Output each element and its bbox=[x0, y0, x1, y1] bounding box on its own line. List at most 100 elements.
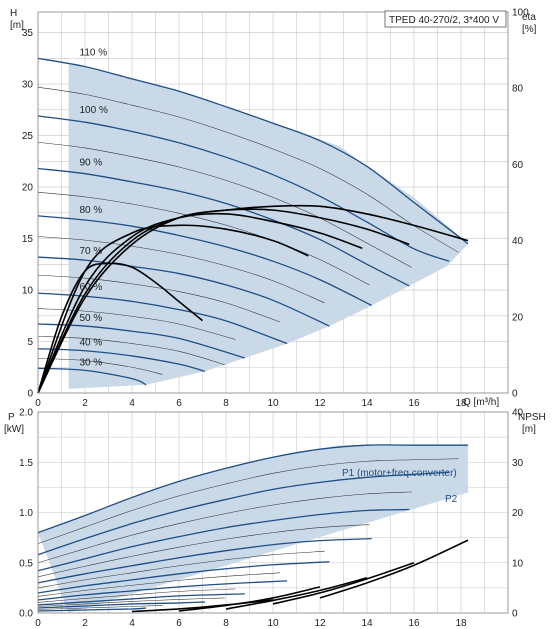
x-tick-label: 2 bbox=[82, 398, 88, 409]
x-tick-label: 8 bbox=[223, 398, 229, 409]
npsh-y-ticks: 0 10 20 30 40 bbox=[512, 408, 524, 620]
y2-tick-label: 30 bbox=[512, 458, 524, 469]
y2-tick-label: 40 bbox=[512, 236, 524, 247]
y2-tick-label: 10 bbox=[512, 558, 524, 569]
speed-curve-label: 70 % bbox=[80, 246, 103, 257]
npsh-axis-label-unit: [m] bbox=[522, 424, 536, 435]
y2-tick-label: 40 bbox=[512, 408, 524, 419]
power-axis-label-unit: [kW] bbox=[4, 424, 24, 435]
speed-curve-label: 90 % bbox=[80, 158, 103, 169]
speed-curve-label: 40 % bbox=[80, 338, 103, 349]
y2-tick-label: 20 bbox=[512, 312, 524, 323]
intermediate-speed-curve bbox=[37, 141, 412, 268]
eta-axis-label-unit: [%] bbox=[522, 24, 537, 35]
npsh-curve bbox=[178, 586, 321, 612]
y-tick-label: 5 bbox=[27, 337, 33, 348]
power-curve bbox=[37, 580, 288, 601]
x-tick-label: 10 bbox=[267, 398, 279, 409]
p1-series-label: P1 (motor+freq.converter) bbox=[342, 468, 457, 479]
power-curve bbox=[37, 593, 245, 606]
x-tick-label: 16 bbox=[408, 618, 420, 629]
y2-tick-label: 60 bbox=[512, 160, 524, 171]
efficiency-curve bbox=[37, 262, 204, 394]
speed-curve-label: 110 % bbox=[80, 47, 108, 58]
speed-curve bbox=[37, 292, 288, 345]
speed-curve bbox=[37, 215, 372, 307]
y-tick-label: 20 bbox=[22, 183, 34, 194]
speed-curve-label: 80 % bbox=[80, 205, 103, 216]
head-axis-label-symbol: H bbox=[10, 8, 17, 19]
eta-axis-label-symbol: eta bbox=[522, 12, 536, 23]
power-axis-label-symbol: P bbox=[8, 412, 15, 423]
intermediate-power-curve bbox=[37, 572, 281, 597]
x-tick-label: 2 bbox=[82, 618, 88, 629]
x-tick-label: 8 bbox=[223, 618, 229, 629]
speed-curve bbox=[37, 323, 245, 359]
power-curve bbox=[37, 601, 205, 609]
npsh-curve bbox=[272, 561, 415, 605]
y-tick-label: 15 bbox=[22, 234, 34, 245]
speed-curves bbox=[37, 57, 469, 386]
intermediate-power-curve bbox=[37, 550, 325, 589]
x-tick-label: 10 bbox=[267, 618, 279, 629]
eta-y-ticks: 0 20 40 60 80 100 bbox=[512, 8, 529, 400]
y-tick-label: 35 bbox=[22, 28, 34, 39]
head-axis-label-unit: [m] bbox=[10, 20, 24, 31]
y-tick-label: 0 bbox=[27, 389, 33, 400]
y-tick-label: 1.0 bbox=[19, 508, 33, 519]
speed-curve-label: 100 % bbox=[80, 105, 108, 116]
p2-series-label: P2 bbox=[445, 494, 458, 505]
intermediate-power-curve bbox=[37, 605, 163, 610]
head-plot-frame bbox=[37, 11, 509, 394]
head-y-ticks: 0 5 10 15 20 25 30 35 bbox=[22, 28, 34, 399]
x-tick-label: 6 bbox=[176, 618, 182, 629]
y-tick-label: 1.5 bbox=[19, 458, 33, 469]
power-curve bbox=[37, 444, 469, 534]
x-tick-label: 14 bbox=[361, 398, 373, 409]
power-npsh-panel: 0 2 4 6 8 10 12 14 16 18 0.0 0.5 1.0 1.5 2.0 0 10 20 30 4… bbox=[4, 408, 546, 629]
y2-tick-label: 0 bbox=[512, 389, 518, 400]
intermediate-power-curve bbox=[37, 597, 225, 607]
power-curve bbox=[37, 471, 450, 556]
power-curves bbox=[37, 444, 469, 612]
intermediate-speed-curve bbox=[37, 308, 236, 340]
x-tick-label: 18 bbox=[455, 398, 467, 409]
x-tick-label: 4 bbox=[129, 398, 135, 409]
intermediate-power-curve bbox=[37, 524, 370, 578]
npsh-curves bbox=[131, 539, 469, 613]
head-efficiency-panel: 0 2 4 6 8 10 12 14 16 18 0 5 10 15 20 25 30 35 0 20 40 60 80… bbox=[10, 8, 537, 410]
npsh-axis-label-symbol: NPSH bbox=[518, 412, 546, 423]
x-tick-label: 4 bbox=[129, 618, 135, 629]
x-tick-label: 12 bbox=[314, 618, 326, 629]
efficiency-curves bbox=[37, 204, 469, 394]
x-tick-label: 12 bbox=[314, 398, 326, 409]
flow-axis-label: Q [m³/h] bbox=[463, 397, 499, 408]
power-curve bbox=[37, 508, 410, 572]
y2-tick-label: 0 bbox=[512, 609, 518, 620]
speed-curve bbox=[37, 167, 410, 287]
efficiency-curve bbox=[37, 204, 469, 394]
y-tick-label: 2.0 bbox=[19, 408, 33, 419]
speed-curve bbox=[37, 348, 206, 373]
y-tick-label: 0.0 bbox=[19, 609, 33, 620]
intermediate-power-curve bbox=[37, 491, 412, 564]
y-tick-label: 30 bbox=[22, 80, 34, 91]
speed-curve bbox=[37, 115, 450, 262]
y-tick-label: 0.5 bbox=[19, 558, 33, 569]
x-tick-label: 18 bbox=[455, 618, 467, 629]
intermediate-power-curve bbox=[37, 588, 236, 603]
title-box bbox=[384, 10, 507, 28]
speed-curve bbox=[37, 57, 469, 245]
y2-tick-label: 100 bbox=[512, 8, 529, 19]
power-y-ticks: 0.0 0.5 1.0 1.5 2.0 bbox=[19, 408, 33, 620]
y2-tick-label: 20 bbox=[512, 508, 524, 519]
speed-curve bbox=[37, 367, 147, 386]
y-tick-label: 10 bbox=[22, 286, 34, 297]
power-curve bbox=[37, 561, 330, 594]
x-tick-label: 6 bbox=[176, 398, 182, 409]
intermediate-power-curve bbox=[37, 458, 459, 544]
y2-tick-label: 80 bbox=[512, 84, 524, 95]
intermediate-speed-curve bbox=[37, 358, 163, 375]
intermediate-speed-curve bbox=[37, 236, 325, 304]
